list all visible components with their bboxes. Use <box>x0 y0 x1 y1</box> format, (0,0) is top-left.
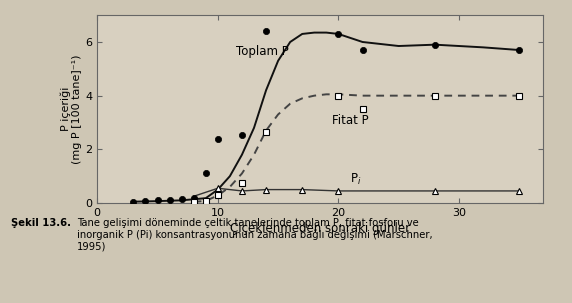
Y-axis label: P içeriği
(mg P [100 tane]⁻¹): P içeriği (mg P [100 tane]⁻¹) <box>61 54 82 164</box>
Text: Tane gelişimi döneminde çeltik tanelerinde toplam P, fitat fosforu ve
inorganik : Tane gelişimi döneminde çeltik tanelerin… <box>77 218 433 252</box>
Text: Şekil 13.6.: Şekil 13.6. <box>11 218 72 228</box>
Text: Toplam P: Toplam P <box>236 45 289 58</box>
Text: P$_i$: P$_i$ <box>351 172 362 187</box>
X-axis label: Çiçeklenmeden sonraki günler: Çiçeklenmeden sonraki günler <box>231 222 410 235</box>
Text: Fitat P: Fitat P <box>332 114 369 127</box>
